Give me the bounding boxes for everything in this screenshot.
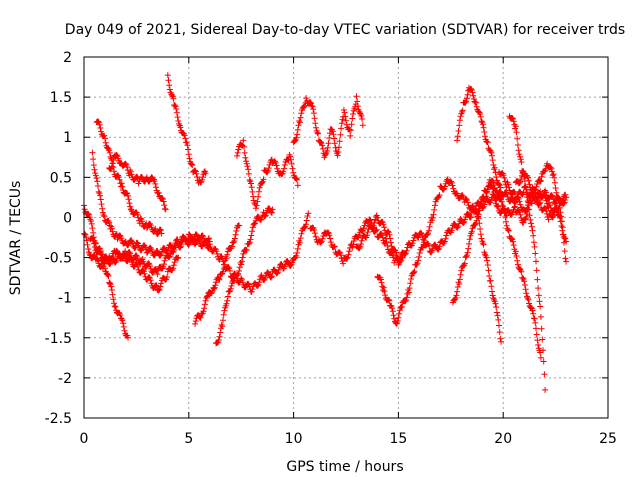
y-axis-label: SDTVAR / TECUs (8, 181, 24, 296)
data-point-markers (93, 118, 165, 237)
data-point-markers (454, 84, 505, 197)
data-point-markers (475, 211, 505, 345)
series-trace-18 (506, 113, 549, 393)
series-trace-8 (192, 222, 243, 327)
series-trace-5 (106, 152, 169, 213)
y-tick-label: 2 (63, 50, 72, 66)
series-trace-9 (213, 205, 276, 347)
series-trace-16 (454, 84, 505, 197)
x-tick-label: 10 (285, 431, 303, 447)
data-point-markers (506, 113, 549, 393)
data-point-markers (290, 93, 366, 161)
y-tick-label: -1.5 (45, 331, 72, 347)
plot-frame (83, 56, 609, 419)
y-tick-label: -1 (58, 291, 72, 307)
y-tick-label: 0.5 (50, 170, 72, 186)
y-tick-label: -2 (58, 371, 72, 387)
series-trace-17 (475, 211, 505, 345)
y-tick-label: -2.5 (45, 411, 72, 427)
series-trace-20 (496, 169, 570, 245)
data-point-markers (234, 137, 301, 212)
x-tick-label: 5 (184, 431, 193, 447)
axes-layer (83, 56, 609, 419)
data-point-markers (449, 176, 544, 361)
data-point-markers (192, 222, 243, 327)
series-trace-11 (290, 93, 366, 161)
series-trace-4 (93, 118, 165, 237)
data-point-markers (106, 152, 169, 213)
y-tick-label: 1.5 (50, 90, 72, 106)
y-tick-label: 0 (63, 210, 72, 226)
y-tick-label: -0.5 (45, 251, 72, 267)
x-axis-label: GPS time / hours (286, 459, 403, 475)
x-tick-label: 20 (494, 431, 512, 447)
data-point-markers (496, 169, 570, 245)
x-tick-label: 15 (389, 431, 407, 447)
x-tick-label: 25 (599, 431, 617, 447)
series-trace-10 (234, 137, 301, 212)
x-tick-label: 0 (80, 431, 89, 447)
y-tick-label: 1 (63, 130, 72, 146)
series-trace-19 (512, 160, 570, 265)
series-trace-15 (449, 176, 544, 361)
series-trace-7 (164, 72, 209, 186)
data-point-markers (213, 205, 276, 347)
data-point-markers (512, 160, 570, 265)
chart-title: Day 049 of 2021, Sidereal Day-to-day VTE… (65, 22, 625, 38)
tick-label-layer: 0 5 10 15 20 25 -2.5 -2 -1.5 -1 -0.5 0 0.5 1 1.5 2 (45, 50, 617, 447)
data-point-markers (164, 72, 209, 186)
